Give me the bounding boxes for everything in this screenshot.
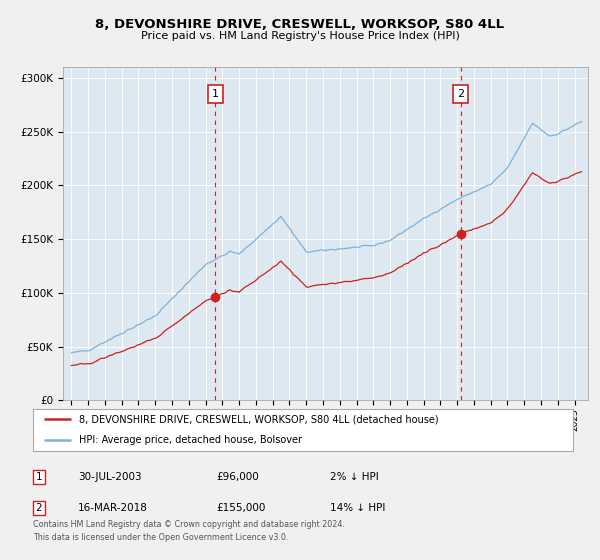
Text: Price paid vs. HM Land Registry's House Price Index (HPI): Price paid vs. HM Land Registry's House …	[140, 31, 460, 41]
Text: 1: 1	[212, 89, 219, 99]
Text: 8, DEVONSHIRE DRIVE, CRESWELL, WORKSOP, S80 4LL: 8, DEVONSHIRE DRIVE, CRESWELL, WORKSOP, …	[95, 18, 505, 31]
Text: Contains HM Land Registry data © Crown copyright and database right 2024.: Contains HM Land Registry data © Crown c…	[33, 520, 345, 529]
Text: This data is licensed under the Open Government Licence v3.0.: This data is licensed under the Open Gov…	[33, 533, 289, 542]
Text: 30-JUL-2003: 30-JUL-2003	[78, 472, 142, 482]
Text: 2% ↓ HPI: 2% ↓ HPI	[330, 472, 379, 482]
Text: £96,000: £96,000	[216, 472, 259, 482]
Text: 8, DEVONSHIRE DRIVE, CRESWELL, WORKSOP, S80 4LL (detached house): 8, DEVONSHIRE DRIVE, CRESWELL, WORKSOP, …	[79, 414, 439, 424]
Text: 2: 2	[35, 503, 43, 513]
Text: 2: 2	[457, 89, 464, 99]
Text: £155,000: £155,000	[216, 503, 265, 513]
Text: 1: 1	[35, 472, 43, 482]
Text: HPI: Average price, detached house, Bolsover: HPI: Average price, detached house, Bols…	[79, 435, 302, 445]
Text: 16-MAR-2018: 16-MAR-2018	[78, 503, 148, 513]
Text: 14% ↓ HPI: 14% ↓ HPI	[330, 503, 385, 513]
